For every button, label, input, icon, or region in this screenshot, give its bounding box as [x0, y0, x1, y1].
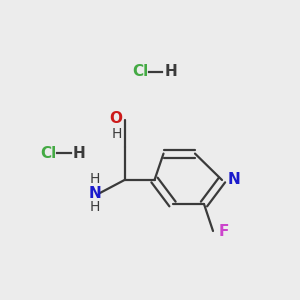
- Text: H: H: [73, 146, 86, 160]
- Text: H: H: [89, 200, 100, 214]
- Text: N: N: [227, 172, 240, 188]
- Text: N: N: [88, 186, 101, 201]
- Text: Cl: Cl: [40, 146, 57, 160]
- Text: H: H: [112, 128, 122, 141]
- Text: Cl: Cl: [132, 64, 148, 80]
- Text: F: F: [218, 224, 229, 238]
- Text: H: H: [89, 172, 100, 186]
- Text: O: O: [109, 111, 122, 126]
- Text: H: H: [164, 64, 177, 80]
